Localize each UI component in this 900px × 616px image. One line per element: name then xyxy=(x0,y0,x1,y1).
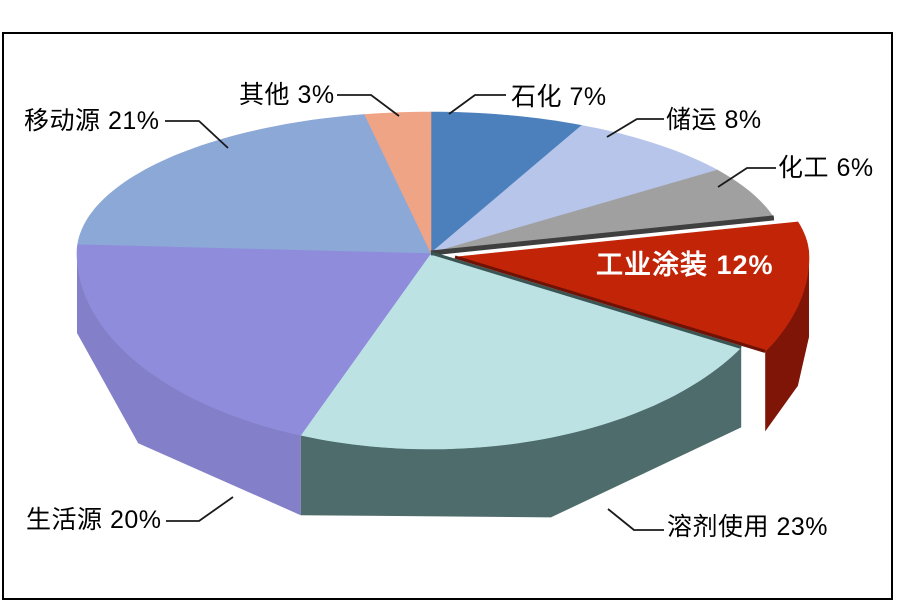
pie-slice-side-domestic xyxy=(77,253,301,516)
pie-slice-cut-face-solvent-use xyxy=(430,251,742,349)
leader-line-petrochemical xyxy=(448,94,506,115)
leader-line-solvent-use xyxy=(607,508,664,531)
slice-callout-petrochemical: 石化 7% xyxy=(511,83,607,111)
pie-slice-industrial-coating xyxy=(454,221,810,352)
pie-slice-solvent-use xyxy=(300,252,742,450)
leader-line-storage-transport xyxy=(606,118,664,138)
pie-slice-cut-face-chemical xyxy=(430,215,775,256)
leader-line-other xyxy=(337,94,400,117)
slice-callout-other: 其他 3% xyxy=(239,81,335,109)
pie-slice-chemical xyxy=(430,169,775,254)
leader-line-domestic xyxy=(166,496,234,522)
pie-slice-other xyxy=(364,111,432,254)
leader-line-chemical xyxy=(717,167,776,188)
slice-callout-mobile: 移动源 21% xyxy=(24,107,160,135)
pie-slice-mobile xyxy=(77,114,432,254)
pie-slice-storage-transport xyxy=(430,125,719,254)
pie-slice-domestic xyxy=(76,243,432,436)
slice-callout-storage-transport: 储运 8% xyxy=(666,106,762,134)
slice-callout-solvent-use: 溶剂使用 23% xyxy=(667,513,828,541)
leader-line-mobile xyxy=(165,120,229,149)
pie-slice-side-industrial-coating xyxy=(765,257,809,432)
slice-label-industrial-coating: 工业涂装 12% xyxy=(596,250,774,280)
slice-callout-chemical: 化工 6% xyxy=(778,154,874,182)
pie-slice-side-solvent-use xyxy=(300,347,742,518)
slice-callout-domestic: 生活源 20% xyxy=(26,506,162,534)
pie-slice-cut-face-industrial-coating xyxy=(454,255,766,353)
